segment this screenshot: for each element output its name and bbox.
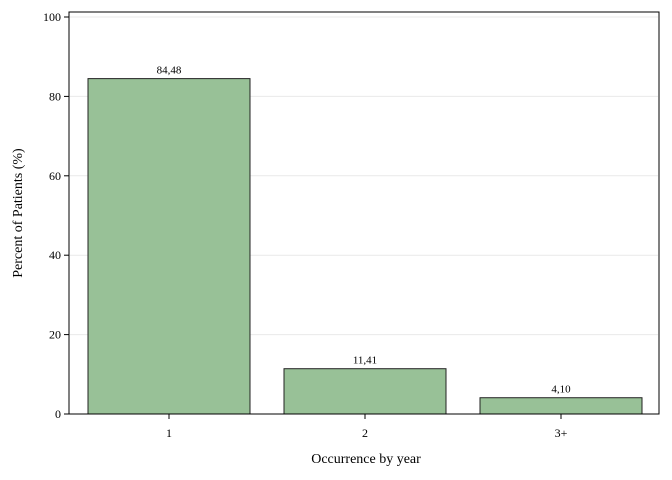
y-tick-label: 60 <box>49 169 61 183</box>
bars <box>87 78 643 415</box>
x-axis: 1 2 3+ <box>166 414 568 440</box>
bar-value-label: 84,48 <box>157 65 182 77</box>
y-tick-label: 0 <box>55 407 61 421</box>
y-tick-label: 20 <box>49 328 61 342</box>
x-axis-title: Occurrence by year <box>311 452 421 467</box>
x-tick-label: 1 <box>166 426 172 440</box>
bar-3 <box>479 397 643 415</box>
y-tick-label: 80 <box>49 89 61 103</box>
y-tick-label: 40 <box>49 248 61 262</box>
data-labels: 84,48 11,41 4,10 <box>157 65 572 396</box>
bar-value-label: 11,41 <box>353 355 377 367</box>
x-tick-label: 3+ <box>555 426 568 440</box>
y-tick-label: 100 <box>43 10 61 24</box>
y-axis-title: Percent of Patients (%) <box>11 148 26 278</box>
y-axis: 0 20 40 60 80 100 <box>43 10 69 421</box>
plot-frame <box>68 11 660 415</box>
x-tick-label: 2 <box>362 426 368 440</box>
bar-1 <box>87 78 251 415</box>
bar-2 <box>283 368 447 415</box>
bar-value-label: 4,10 <box>551 384 571 396</box>
